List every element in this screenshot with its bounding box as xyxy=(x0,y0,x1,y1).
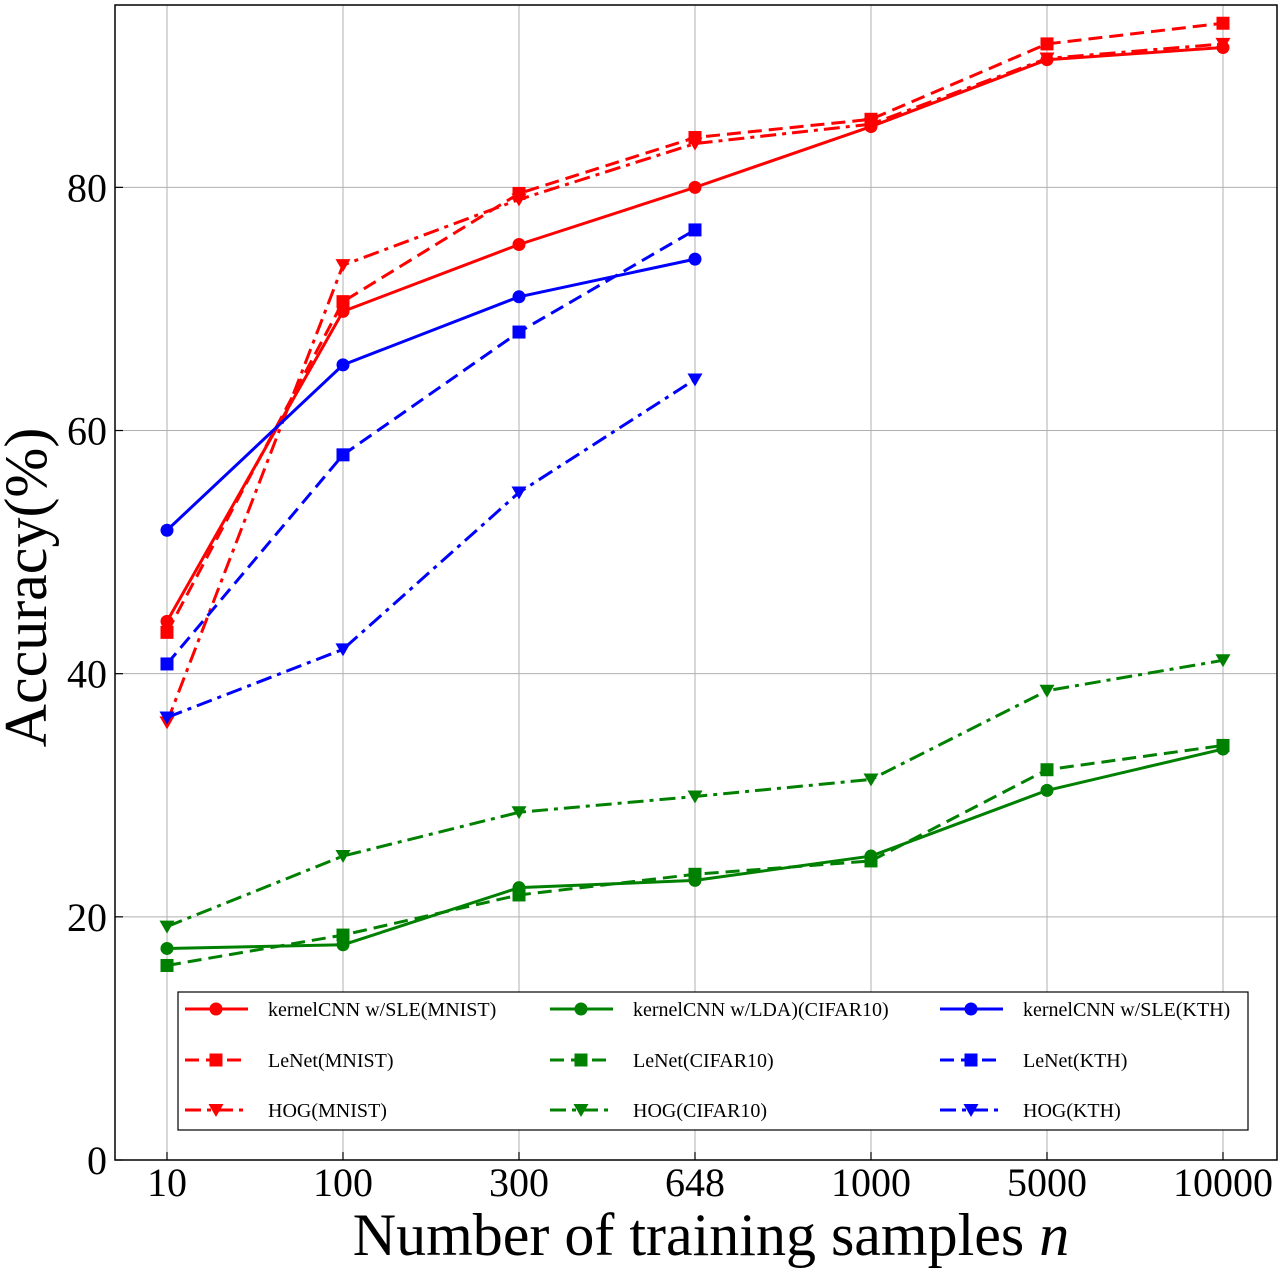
data-point xyxy=(209,1053,223,1067)
data-point xyxy=(688,180,702,194)
data-point xyxy=(687,790,703,804)
data-point xyxy=(512,888,526,902)
data-point xyxy=(963,1104,979,1117)
data-point xyxy=(336,295,350,309)
legend-item: HOG(MNIST) xyxy=(185,1100,387,1122)
legend-label: HOG(KTH) xyxy=(1023,1100,1121,1122)
x-axis-label-variable: n xyxy=(1039,1202,1069,1268)
data-point xyxy=(512,290,526,304)
y-axis-label: Accuracy(%) xyxy=(0,428,59,748)
data-point xyxy=(335,259,351,273)
data-point xyxy=(512,238,526,252)
data-point xyxy=(687,373,703,387)
data-point xyxy=(964,1002,978,1016)
legend-item: LeNet(MNIST) xyxy=(185,1050,394,1072)
x-axis-label-main: Number of training samples xyxy=(353,1202,1040,1268)
data-point xyxy=(1215,37,1231,51)
plot-frame xyxy=(114,4,1278,1161)
series-line xyxy=(165,257,696,532)
data-point xyxy=(511,806,527,820)
data-point xyxy=(511,193,527,207)
x-tick-label: 300 xyxy=(489,1160,549,1205)
series xyxy=(159,373,703,725)
legend-box xyxy=(177,991,1249,1131)
legend-label: kernelCNN w/LDA)(CIFAR10) xyxy=(633,999,889,1021)
data-point xyxy=(159,920,175,934)
data-point xyxy=(964,1053,978,1067)
y-tick-label: 60 xyxy=(67,409,107,454)
data-point xyxy=(1040,37,1054,51)
series xyxy=(160,738,1230,972)
x-tick-label: 648 xyxy=(665,1160,725,1205)
legend-item: LeNet(KTH) xyxy=(940,1050,1127,1072)
data-point xyxy=(159,711,175,725)
data-point xyxy=(160,657,174,671)
data-point xyxy=(863,773,879,787)
series-layer xyxy=(159,16,1231,972)
data-point xyxy=(688,252,702,266)
series xyxy=(159,654,1231,934)
x-tick-label: 100 xyxy=(313,1160,373,1205)
ticks: 10 100 300 648 1000 5000 10000 0 20 40 60 80 xyxy=(67,165,1273,1205)
data-point xyxy=(336,928,350,942)
data-point xyxy=(574,1053,588,1067)
y-tick-label: 80 xyxy=(67,165,107,210)
x-axis-label: Number of training samples n xyxy=(353,1202,1070,1268)
legend-item: HOG(CIFAR10) xyxy=(550,1100,767,1122)
data-point xyxy=(335,850,351,864)
legend-label: LeNet(KTH) xyxy=(1023,1050,1127,1072)
data-point xyxy=(1216,738,1230,752)
data-point xyxy=(1039,52,1055,66)
data-point xyxy=(160,523,174,537)
legend-item: HOG(KTH) xyxy=(940,1100,1121,1122)
data-point xyxy=(336,448,350,462)
legend-label: kernelCNN w/SLE(KTH) xyxy=(1023,999,1230,1021)
data-point xyxy=(160,941,174,955)
data-point xyxy=(1040,763,1054,777)
data-point xyxy=(512,325,526,339)
legend-item: kernelCNN w/SLE(MNIST) xyxy=(185,999,496,1021)
data-point xyxy=(160,958,174,972)
series xyxy=(160,223,702,671)
data-point xyxy=(336,358,350,372)
y-tick-label: 20 xyxy=(67,895,107,940)
data-point xyxy=(208,1104,224,1117)
y-tick-label: 0 xyxy=(87,1138,107,1183)
series-line xyxy=(165,228,696,665)
data-point xyxy=(335,643,351,657)
data-point xyxy=(209,1002,223,1016)
series xyxy=(160,252,702,537)
legend-label: LeNet(MNIST) xyxy=(268,1050,394,1072)
x-tick-label: 10 xyxy=(147,1160,187,1205)
legend-label: LeNet(CIFAR10) xyxy=(633,1050,774,1072)
legend-item: LeNet(CIFAR10) xyxy=(550,1050,774,1072)
data-point xyxy=(687,137,703,151)
grid xyxy=(115,5,1277,1161)
x-tick-label: 10000 xyxy=(1173,1160,1273,1205)
legend-item: kernelCNN w/LDA)(CIFAR10) xyxy=(550,999,889,1021)
legend: kernelCNN w/SLE(MNIST) LeNet(MNIST) HOG(MN… xyxy=(177,991,1249,1131)
y-tick-label: 40 xyxy=(67,652,107,697)
data-point xyxy=(864,854,878,868)
data-point xyxy=(1216,16,1230,30)
legend-label: kernelCNN w/SLE(MNIST) xyxy=(268,999,496,1021)
data-point xyxy=(511,486,527,500)
legend-label: HOG(CIFAR10) xyxy=(633,1100,767,1122)
data-point xyxy=(1040,783,1054,797)
data-point xyxy=(863,118,879,132)
data-point xyxy=(160,625,174,639)
data-point xyxy=(688,867,702,881)
data-point xyxy=(1039,684,1055,698)
x-tick-label: 1000 xyxy=(831,1160,911,1205)
data-point xyxy=(688,223,702,237)
legend-label: HOG(MNIST) xyxy=(268,1100,387,1122)
legend-item: kernelCNN w/SLE(KTH) xyxy=(940,999,1230,1021)
data-point xyxy=(574,1002,588,1016)
data-point xyxy=(1215,654,1231,668)
x-tick-label: 5000 xyxy=(1007,1160,1087,1205)
data-point xyxy=(573,1104,589,1117)
